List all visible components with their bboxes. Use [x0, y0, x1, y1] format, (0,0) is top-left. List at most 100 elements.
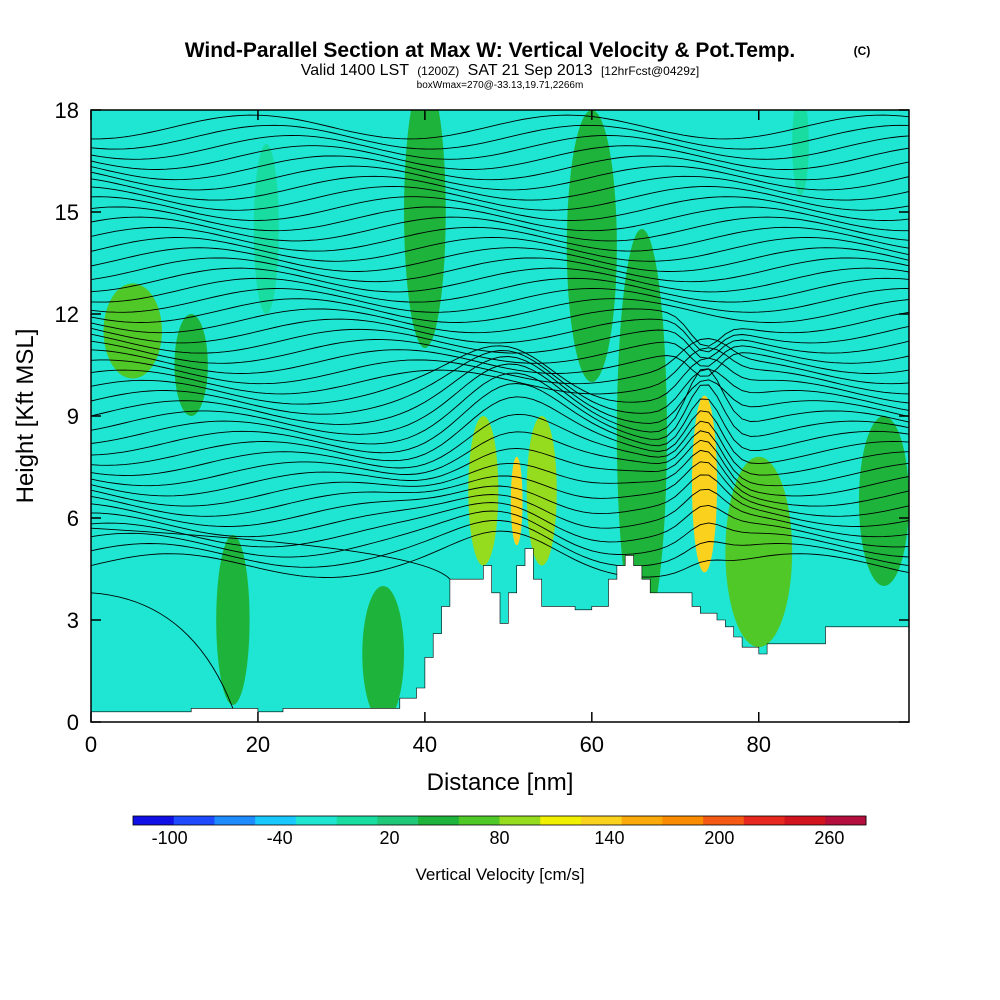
y-tick-label: 6: [67, 506, 79, 531]
theta-contour-22: [91, 328, 909, 359]
y-axis: 0 3 6 9 12 15 18: [55, 98, 909, 735]
x-tick-label: 80: [747, 732, 771, 757]
colorbar-tick-label: -100: [152, 828, 188, 848]
x-tick-label: 40: [413, 732, 437, 757]
velocity-cell-2: [206, 110, 227, 212]
theta-contour-35: [91, 196, 909, 221]
theta-contour-14: [91, 363, 909, 435]
theta-contour-28: [91, 267, 909, 293]
subtitle-utc-time: (1200Z): [417, 64, 459, 78]
chart-title: Wind-Parallel Section at Max W: Vertical…: [185, 39, 796, 62]
velocity-cell-4: [510, 110, 524, 212]
theta-contour-27: [91, 277, 909, 303]
theta-contour-40: [91, 145, 909, 170]
velocity-cell-25: [616, 229, 667, 637]
theta-contour-9: [91, 430, 909, 487]
terrain-mask: [90, 548, 910, 723]
velocity-cell-8: [792, 110, 809, 195]
theta-contour-1: [91, 520, 909, 568]
y-tick-label: 15: [55, 200, 79, 225]
chart-title-suffix: (C): [854, 44, 871, 58]
theta-contour-15: [91, 356, 909, 425]
velocity-cell-24: [362, 586, 405, 722]
theta-contour-8: [91, 439, 909, 497]
x-tick-label: 20: [246, 732, 270, 757]
velocity-cell-27: [566, 110, 617, 382]
theta-contour-36: [91, 186, 909, 211]
colorbar-tick-label: 140: [594, 828, 624, 848]
colorbar-swatch: [784, 816, 826, 825]
theta-contour-38: [91, 165, 909, 191]
velocity-cell-14: [526, 416, 557, 566]
theta-contour-41: [91, 135, 909, 160]
theta-contour-low2: [91, 527, 451, 580]
theta-contour-34: [91, 206, 909, 232]
theta-contour-30: [91, 247, 909, 272]
velocity-cell-1: [267, 535, 315, 722]
x-axis-label: Distance [nm]: [427, 769, 574, 796]
plot-area: [90, 109, 910, 723]
theta-contour-4: [91, 488, 909, 538]
velocity-cell-3: [253, 144, 279, 314]
colorbar-swatch: [540, 816, 582, 825]
theta-contour-7: [91, 449, 909, 507]
theta-contour-6: [91, 461, 909, 517]
y-tick-label: 12: [55, 302, 79, 327]
theta-contour-5: [91, 474, 909, 527]
theta-contour-3: [91, 502, 909, 548]
velocity-cell-10: [174, 314, 208, 416]
x-tick-label: 60: [580, 732, 604, 757]
colorbar-tick-label: 80: [489, 828, 509, 848]
colorbar-swatch: [621, 816, 663, 825]
colorbar-swatch: [173, 816, 215, 825]
theta-contour-low: [91, 592, 234, 709]
colorbar-swatch: [133, 816, 175, 825]
theta-contour-21: [91, 339, 909, 367]
colorbar-swatch: [580, 816, 623, 825]
theta-contour-33: [91, 216, 909, 242]
chart-box-info: boxWmax=270@-33.13,19.71,2266m: [417, 80, 584, 91]
theta-contour-42: [91, 124, 909, 150]
x-tick-label: 0: [85, 732, 97, 757]
theta-contour-31: [91, 237, 909, 262]
y-axis-label: Height [Kft MSL]: [12, 329, 39, 504]
subtitle-forecast: [12hrFcst@0429z]: [601, 64, 699, 78]
x-axis: 0 20 40 60 80: [85, 110, 771, 757]
velocity-cell-5: [635, 110, 649, 223]
theta-contour-20: [91, 349, 909, 377]
velocity-cell-23: [216, 535, 250, 705]
theta-contour-24: [91, 308, 909, 347]
colorbar-tick-label: -40: [267, 828, 293, 848]
velocity-cell-12: [468, 416, 499, 566]
velocity-cell-22: [858, 416, 909, 586]
colorbar-tick-label: 200: [704, 828, 734, 848]
theta-contour-13: [91, 372, 909, 445]
y-tick-label: 3: [67, 608, 79, 633]
velocity-cell-18: [691, 395, 718, 573]
theta-contour-18: [91, 347, 909, 395]
theta-contour-19: [91, 338, 909, 385]
theta-contour-37: [91, 175, 909, 201]
colorbar-swatch: [377, 816, 419, 825]
y-tick-label: 9: [67, 404, 79, 429]
colorbar-swatch: [295, 816, 338, 825]
theta-contour-39: [91, 155, 909, 181]
colorbar-label: Vertical Velocity [cm/s]: [415, 865, 584, 884]
velocity-cell-7: [694, 263, 715, 399]
theta-contour-23: [91, 318, 909, 353]
y-tick-label: 18: [55, 98, 79, 123]
colorbar-swatch: [418, 816, 460, 825]
colorbar-swatch: [825, 816, 867, 825]
colorbar-swatch: [458, 816, 500, 825]
subtitle-valid-time: Valid 1400 LST: [301, 62, 409, 79]
theta-contour-10: [91, 413, 909, 476]
colorbar-frame: [132, 815, 867, 826]
theta-contour-29: [91, 257, 909, 283]
colorbar-tick-label: 20: [380, 828, 400, 848]
y-tick-label: 0: [67, 710, 79, 735]
colorbar-tick-label: 260: [814, 828, 844, 848]
colorbar-swatch: [255, 816, 297, 825]
colorbar-swatch: [499, 816, 541, 825]
colorbar-swatch: [743, 816, 786, 825]
